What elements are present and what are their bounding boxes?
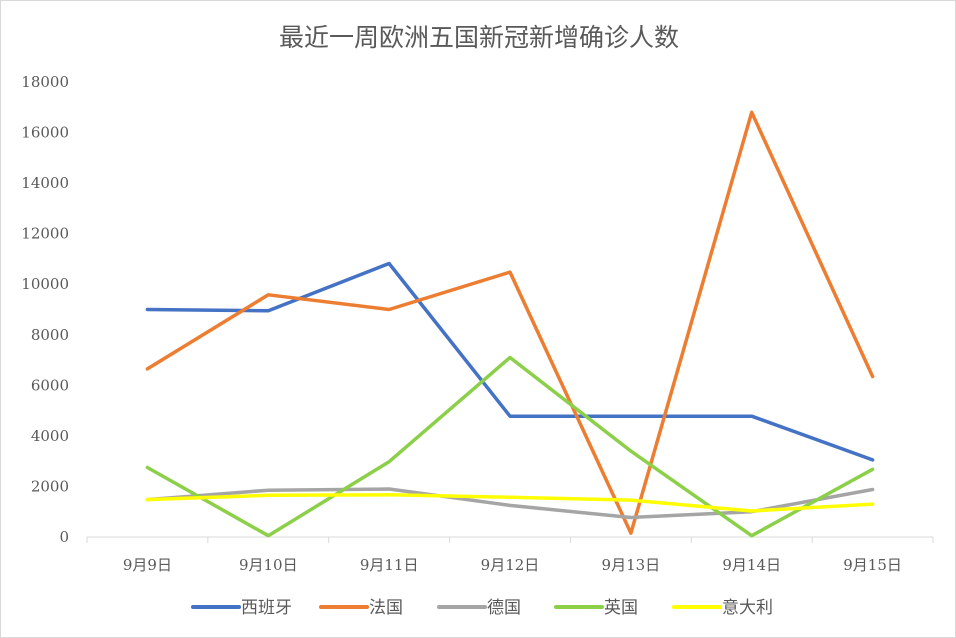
y-tick-label: 8000	[31, 326, 69, 344]
legend-item: 西班牙	[191, 598, 292, 618]
y-tick-label: 14000	[21, 174, 69, 192]
y-tick-label: 4000	[31, 427, 69, 445]
x-tick-label: 9月10日	[239, 556, 298, 574]
y-tick-label: 0	[59, 528, 69, 546]
series-line-3	[145, 487, 875, 520]
series-line-5	[145, 493, 875, 513]
legend-label: 西班牙	[241, 598, 292, 618]
legend-label: 英国	[604, 598, 638, 618]
y-tick-label: 16000	[21, 124, 69, 142]
legend-label: 德国	[487, 598, 521, 618]
y-tick-label: 2000	[31, 477, 69, 495]
x-tick-label: 9月14日	[722, 556, 781, 574]
legend-item: 法国	[319, 598, 403, 618]
x-tick-label: 9月11日	[360, 556, 419, 574]
y-tick-label: 10000	[21, 275, 69, 293]
x-tick-label: 9月12日	[481, 556, 540, 574]
y-tick-label: 12000	[21, 225, 69, 243]
x-tick-label: 9月13日	[602, 556, 661, 574]
series-line-2	[145, 110, 875, 535]
series-line-4	[145, 355, 875, 538]
y-tick-label: 6000	[31, 376, 69, 394]
x-axis: 9月9日 9月10日 9月11日 9月12日 9月13日 9月14日 9月15日	[86, 536, 934, 574]
x-tick-label: 9月9日	[123, 556, 172, 574]
series-lines	[145, 110, 875, 538]
y-axis-ticks: 0 2000 4000 6000 8000 10000 12000 14000 16000 180…	[21, 73, 69, 546]
legend-item: 英国	[554, 598, 638, 618]
legend: 西班牙 法国 德国 英国 意大利	[191, 598, 773, 618]
legend-item: 意大利	[672, 598, 773, 618]
legend-item: 德国	[437, 598, 521, 618]
series-line-1	[145, 261, 875, 462]
x-tick-label: 9月15日	[843, 556, 902, 574]
chart-title: 最近一周欧洲五国新冠新增确诊人数	[279, 23, 679, 52]
legend-label: 法国	[369, 598, 403, 618]
y-tick-label: 18000	[21, 73, 69, 91]
legend-label: 意大利	[722, 598, 773, 618]
